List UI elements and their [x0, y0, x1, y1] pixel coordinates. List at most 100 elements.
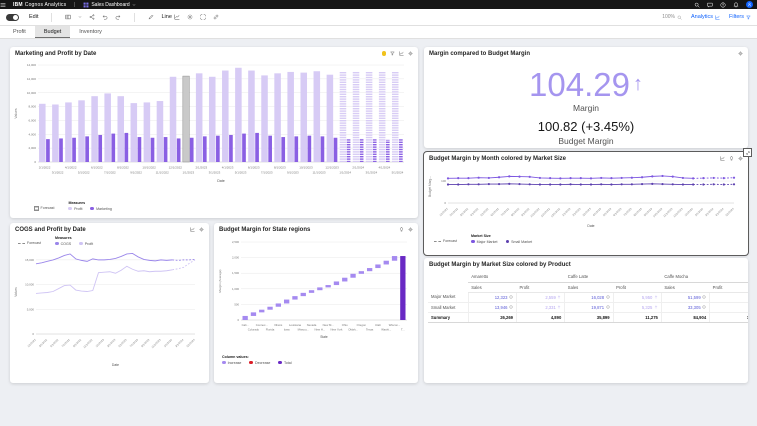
legend-forecast[interactable]: Forecast [34, 206, 54, 211]
insights-bulb-icon[interactable] [729, 156, 734, 161]
redo-icon[interactable] [115, 14, 121, 20]
column-header[interactable]: Profit [516, 282, 565, 293]
chart-legend[interactable]: Column values: Increase Decrease Total [214, 355, 418, 365]
panel-budget-margin-line[interactable]: Budget Margin by Month colored by Market… [423, 148, 752, 256]
gear-icon[interactable] [199, 227, 204, 232]
gear-icon[interactable] [738, 156, 743, 161]
column-header[interactable]: Profit [613, 282, 662, 293]
trend-up-icon [654, 305, 658, 309]
column-header[interactable]: Sales [661, 282, 710, 293]
tab-profit[interactable]: Profit [13, 29, 26, 35]
chart-legend[interactable]: Forecast Market Size Major Market Small Mar… [424, 234, 748, 244]
legend-item[interactable]: Decrease [249, 361, 270, 365]
chart-type-icon[interactable] [399, 51, 404, 56]
column-header[interactable]: Profit [709, 282, 748, 293]
avatar[interactable] [746, 1, 753, 8]
edit-toggle[interactable] [6, 13, 19, 21]
analytics-button[interactable]: Analytics [691, 14, 720, 20]
gear-icon[interactable] [408, 227, 413, 232]
resize-handle[interactable] [743, 148, 752, 157]
target-icon[interactable] [606, 295, 610, 299]
table-cell[interactable]: 9,8 [709, 292, 748, 303]
link-icon[interactable] [213, 14, 219, 20]
warning-dot-icon[interactable] [381, 51, 386, 56]
legend-forecast[interactable]: Forecast [434, 239, 457, 243]
table-cell[interactable]: 2,331 [516, 302, 565, 313]
legend-group: Measures COGS Profit [54, 236, 94, 246]
panel-margin-kpi[interactable]: Margin compared to Budget Margin 104.29 ↑… [424, 47, 748, 148]
share-icon[interactable] [89, 14, 95, 20]
table-cell[interactable]: 7,6 [709, 302, 748, 313]
group-header[interactable]: Caffe Latte [564, 271, 662, 283]
chart-type-icon[interactable] [720, 156, 725, 161]
legend-item[interactable]: Total [278, 361, 292, 365]
chat-icon[interactable] [707, 2, 713, 8]
chart-type-selector[interactable]: Line [161, 14, 180, 20]
tab-inventory[interactable]: Inventory [79, 29, 102, 35]
table-cell[interactable]: 12,323 [467, 292, 517, 303]
document-title[interactable]: Sales Dashboard [83, 2, 135, 8]
column-header[interactable]: Sales [564, 282, 614, 293]
table-cell[interactable]: 5,325 [612, 302, 662, 313]
legend-item[interactable]: Profit [68, 207, 82, 211]
target-icon[interactable] [509, 295, 513, 299]
svg-text:New H...: New H... [314, 328, 325, 332]
legend-item[interactable]: Increase [222, 361, 241, 365]
target-icon[interactable] [702, 295, 706, 299]
target-icon[interactable] [702, 305, 706, 309]
panel-state-waterfall[interactable]: Budget Margin for State regions 0 500 1,00… [214, 223, 418, 383]
chart-type-icon[interactable] [190, 227, 195, 232]
table-row[interactable]: Small Market 13,946 2,331 19,871 5,325 33,305… [428, 302, 748, 313]
chart-legend[interactable]: Forecast Measures Profit Marketing [10, 201, 418, 211]
table-cell[interactable]: 5,950 [612, 292, 662, 303]
table-cell[interactable]: 13,946 [467, 302, 517, 313]
undo-icon[interactable] [102, 14, 108, 20]
svg-text:Connec...: Connec... [256, 323, 268, 327]
tab-budget[interactable]: Budget [34, 26, 71, 38]
gear-icon[interactable] [738, 51, 743, 56]
panel-cogs-profit[interactable]: COGS and Profit by Date Forecast Measures… [10, 223, 209, 383]
legend-forecast[interactable]: Forecast [18, 241, 41, 245]
cogs-profit-line-chart[interactable]: 0 5,000 10,000 15,000 Values 1/1/2022 3/1/2022… [10, 246, 203, 368]
zoom-control[interactable]: 100% [662, 14, 682, 20]
help-icon[interactable] [720, 2, 726, 8]
crosstab-table[interactable]: Amaretto Caffe Latte Caffe Mocha Sales Profi… [424, 271, 748, 323]
svg-text:5/1/2022: 5/1/2022 [479, 207, 490, 218]
group-header[interactable]: Amaretto [468, 271, 565, 283]
target-icon[interactable] [606, 305, 610, 309]
gear-icon[interactable] [408, 51, 413, 56]
marketing-profit-bar-chart[interactable]: 0 2,000 4,000 6,000 8,000 10,000 12,000 14,000 V… [10, 60, 412, 196]
filters-button[interactable]: Filters [729, 14, 751, 20]
panel-marketing-profit[interactable]: Marketing and Profit by Date 0 2,000 4,000… [10, 47, 418, 218]
table-cell[interactable]: 51,599 [660, 292, 710, 303]
properties-gear-icon[interactable] [187, 14, 193, 20]
target-icon[interactable] [509, 305, 513, 309]
layout-template-icon[interactable] [65, 14, 71, 20]
table-cell[interactable]: 2,559 [516, 292, 565, 303]
table-cell[interactable]: 16,028 [564, 292, 614, 303]
legend-item[interactable]: COGS [54, 242, 71, 246]
chart-legend[interactable]: Forecast Measures COGS Profit [10, 236, 209, 246]
svg-text:9/1/2023: 9/1/2023 [643, 207, 654, 218]
insights-bulb-icon[interactable] [399, 227, 404, 232]
panel-market-product-table[interactable]: Budget Margin by Market Size colored by … [424, 258, 748, 383]
hamburger-menu-icon[interactable] [0, 2, 6, 8]
edit-widget-icon[interactable] [148, 14, 154, 20]
legend-item[interactable]: Marketing [90, 207, 112, 211]
legend-item[interactable]: Profit [79, 242, 93, 246]
legend-item[interactable]: Small Market [505, 240, 532, 244]
chevron-down-icon[interactable] [132, 3, 136, 7]
table-row[interactable]: Major Market 12,323 2,559 16,028 5,950 51,599… [428, 292, 748, 303]
notifications-icon[interactable] [733, 2, 739, 8]
column-header[interactable]: Sales [468, 282, 517, 293]
focus-mode-icon[interactable] [200, 14, 206, 20]
group-header[interactable]: Caffe Mocha [661, 271, 748, 283]
legend-item[interactable]: Major Market [470, 240, 498, 244]
state-waterfall-chart[interactable]: 0 500 1,000 1,500 2,000 2,500 Margin (Average)… [214, 236, 412, 350]
layout-chevron-icon[interactable] [78, 15, 82, 19]
table-cell[interactable]: 19,871 [564, 302, 614, 313]
table-cell[interactable]: 33,305 [660, 302, 710, 313]
search-icon[interactable] [694, 2, 700, 8]
filter-funnel-icon[interactable] [390, 51, 395, 56]
